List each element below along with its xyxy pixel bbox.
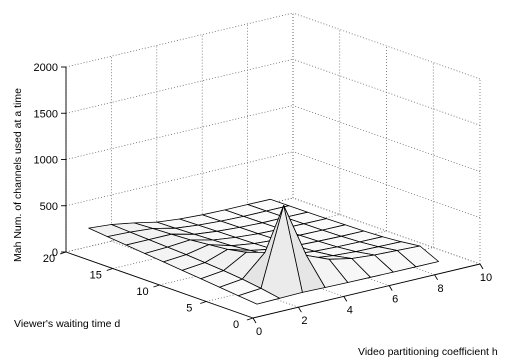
chart-labels: Video partitioning coefficient h Viewer'… [12, 88, 498, 358]
x-tick-label: 2 [301, 315, 307, 327]
y-tick-label: 10 [136, 286, 148, 298]
x-tick-label: 10 [480, 272, 492, 284]
z-tick-label: 0 [52, 247, 58, 259]
y-tick [200, 301, 207, 304]
x-tick-label: 4 [347, 304, 353, 316]
z-axis-label: Mah Num. of channels used at a time [12, 88, 24, 262]
y-tick-label: 15 [90, 270, 102, 282]
y-tick-label: 0 [233, 319, 239, 331]
x-tick [343, 296, 348, 302]
chart-grid [65, 12, 481, 319]
z-tick-label: 500 [40, 201, 58, 213]
x-tick-label: 8 [438, 283, 444, 295]
y-tick [153, 284, 160, 288]
x-tick [298, 306, 302, 313]
back-wall-grid-line [65, 12, 294, 68]
x-axis-line [252, 263, 481, 319]
x-tick [388, 285, 393, 291]
back-wall-grid-line [65, 151, 294, 207]
y-tick-label: 5 [186, 303, 192, 315]
x-tick [434, 274, 438, 281]
surface-plot [88, 198, 440, 305]
z-tick-label: 2000 [34, 62, 58, 74]
x-tick-label: 6 [392, 294, 398, 306]
z-tick-label: 1000 [34, 155, 58, 167]
y-tick-label: 20 [43, 253, 55, 265]
side-wall-grid-line [292, 12, 481, 80]
x-tick [252, 317, 257, 324]
y-tick [246, 317, 254, 321]
surface-cell [237, 287, 281, 305]
side-wall-grid-line [292, 151, 481, 219]
back-wall-grid-line [65, 105, 294, 160]
y-axis-label: Viewer's waiting time d [14, 318, 120, 330]
x-tick-label: 0 [256, 326, 262, 338]
side-wall-grid-line [292, 197, 481, 265]
side-wall-grid-line [292, 105, 481, 172]
x-tick [479, 263, 484, 270]
z-tick-label: 1500 [34, 108, 58, 120]
x-axis-label: Video partitioning coefficient h [358, 346, 498, 358]
y-tick [106, 268, 113, 271]
side-wall-grid-line [292, 58, 481, 126]
back-wall-grid-line [65, 58, 294, 114]
